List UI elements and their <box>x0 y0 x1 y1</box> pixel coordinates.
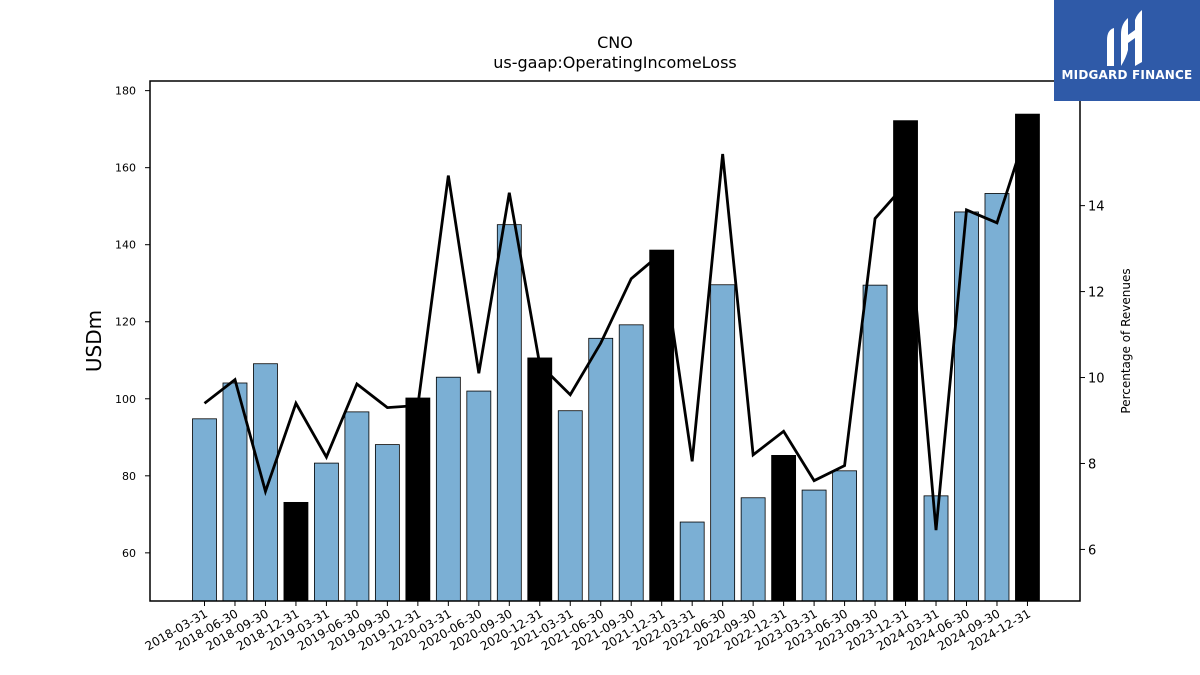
bar-2024-12-31 <box>1015 113 1040 602</box>
y-tick-label: 140 <box>115 239 136 252</box>
bar-2020-06-30 <box>466 390 492 602</box>
bar-2022-03-31 <box>679 521 705 602</box>
y-tick-label: 80 <box>122 470 136 483</box>
y2-axis-label: Percentage of Revenues <box>1119 268 1133 413</box>
y-tick-label: 60 <box>122 547 136 560</box>
y2-tick-label: 14 <box>1088 200 1105 215</box>
bar-2024-03-31 <box>923 495 949 602</box>
bar-2022-06-30 <box>710 284 736 602</box>
bar-2018-12-31 <box>283 501 309 602</box>
y-tick-label: 120 <box>115 316 136 329</box>
bar-2023-09-30 <box>862 284 888 602</box>
bar-2023-03-31 <box>801 489 827 602</box>
left-axis: 60 80 100 120 140 160 180 <box>115 85 150 560</box>
percentage-line <box>203 127 1029 531</box>
right-axis: 6 8 10 12 14 <box>1080 200 1105 558</box>
y-tick-label: 100 <box>115 393 136 406</box>
bar-2021-09-30 <box>618 324 644 602</box>
bar-2024-06-30 <box>954 211 979 602</box>
bar-2020-12-31 <box>527 357 553 602</box>
chart-title: CNO <box>597 33 633 52</box>
bar-2024-09-30 <box>984 193 1010 602</box>
y2-tick-label: 6 <box>1088 543 1096 558</box>
bar-2018-09-30 <box>253 363 278 602</box>
x-axis: 2018-03-312018-06-302018-09-302018-12-31… <box>143 601 1033 653</box>
line-series <box>203 127 1029 531</box>
bar-2021-06-30 <box>588 337 614 602</box>
bar-2022-12-31 <box>771 454 797 602</box>
bar-2018-03-31 <box>192 418 217 602</box>
plot-frame <box>149 80 1081 602</box>
y-tick-label: 180 <box>115 85 136 98</box>
y2-tick-label: 10 <box>1088 372 1105 387</box>
bar-2019-03-31 <box>314 462 339 602</box>
bar-2019-09-30 <box>374 444 400 602</box>
y-axis-label: USDm <box>82 310 106 372</box>
y2-tick-label: 12 <box>1088 286 1105 301</box>
brand-logo: MIDGARD FINANCE <box>1054 0 1200 101</box>
y2-tick-label: 8 <box>1088 457 1096 472</box>
logo-text: MIDGARD FINANCE <box>1061 68 1193 82</box>
bar-2023-12-31 <box>893 120 918 602</box>
bar-2018-06-30 <box>222 382 248 602</box>
bar-2019-12-31 <box>405 397 431 602</box>
bar-2021-03-31 <box>557 410 583 602</box>
bar-2023-06-30 <box>832 470 857 602</box>
bar-2022-09-30 <box>740 497 766 602</box>
bar-2020-03-31 <box>435 376 461 602</box>
chart-subtitle: us-gaap:OperatingIncomeLoss <box>493 53 737 72</box>
bar-2019-06-30 <box>344 411 370 602</box>
bar-2020-09-30 <box>496 224 522 602</box>
bar-series <box>192 113 1040 602</box>
logo-mark-icon <box>1107 10 1142 66</box>
y-tick-label: 160 <box>115 162 136 175</box>
